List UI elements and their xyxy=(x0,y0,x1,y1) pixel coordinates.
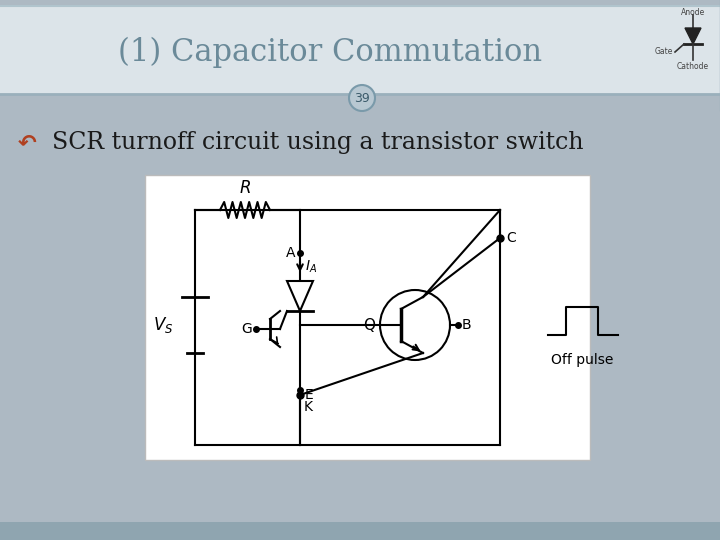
Text: Q: Q xyxy=(363,318,375,333)
Text: K: K xyxy=(304,400,313,414)
Text: $R$: $R$ xyxy=(239,179,251,197)
Text: ↶: ↶ xyxy=(18,133,37,153)
Bar xyxy=(0,6,720,94)
Text: C: C xyxy=(506,231,516,245)
Circle shape xyxy=(349,85,375,111)
Polygon shape xyxy=(685,28,701,44)
Text: Cathode: Cathode xyxy=(677,62,709,71)
Text: A: A xyxy=(286,246,295,260)
Text: E: E xyxy=(305,388,314,402)
Text: $I_A$: $I_A$ xyxy=(305,259,317,275)
Bar xyxy=(145,175,590,460)
Text: B: B xyxy=(462,318,472,332)
Text: (1) Capacitor Commutation: (1) Capacitor Commutation xyxy=(118,36,542,68)
Circle shape xyxy=(380,290,450,360)
Polygon shape xyxy=(287,281,313,311)
Text: $V_S$: $V_S$ xyxy=(153,315,173,335)
Text: Anode: Anode xyxy=(681,8,705,17)
Text: Off pulse: Off pulse xyxy=(551,353,613,367)
Text: SCR turnoff circuit using a transistor switch: SCR turnoff circuit using a transistor s… xyxy=(52,132,583,154)
Text: 39: 39 xyxy=(354,91,370,105)
Text: Gate: Gate xyxy=(654,48,673,57)
Text: G: G xyxy=(241,322,252,336)
Bar xyxy=(0,522,720,540)
